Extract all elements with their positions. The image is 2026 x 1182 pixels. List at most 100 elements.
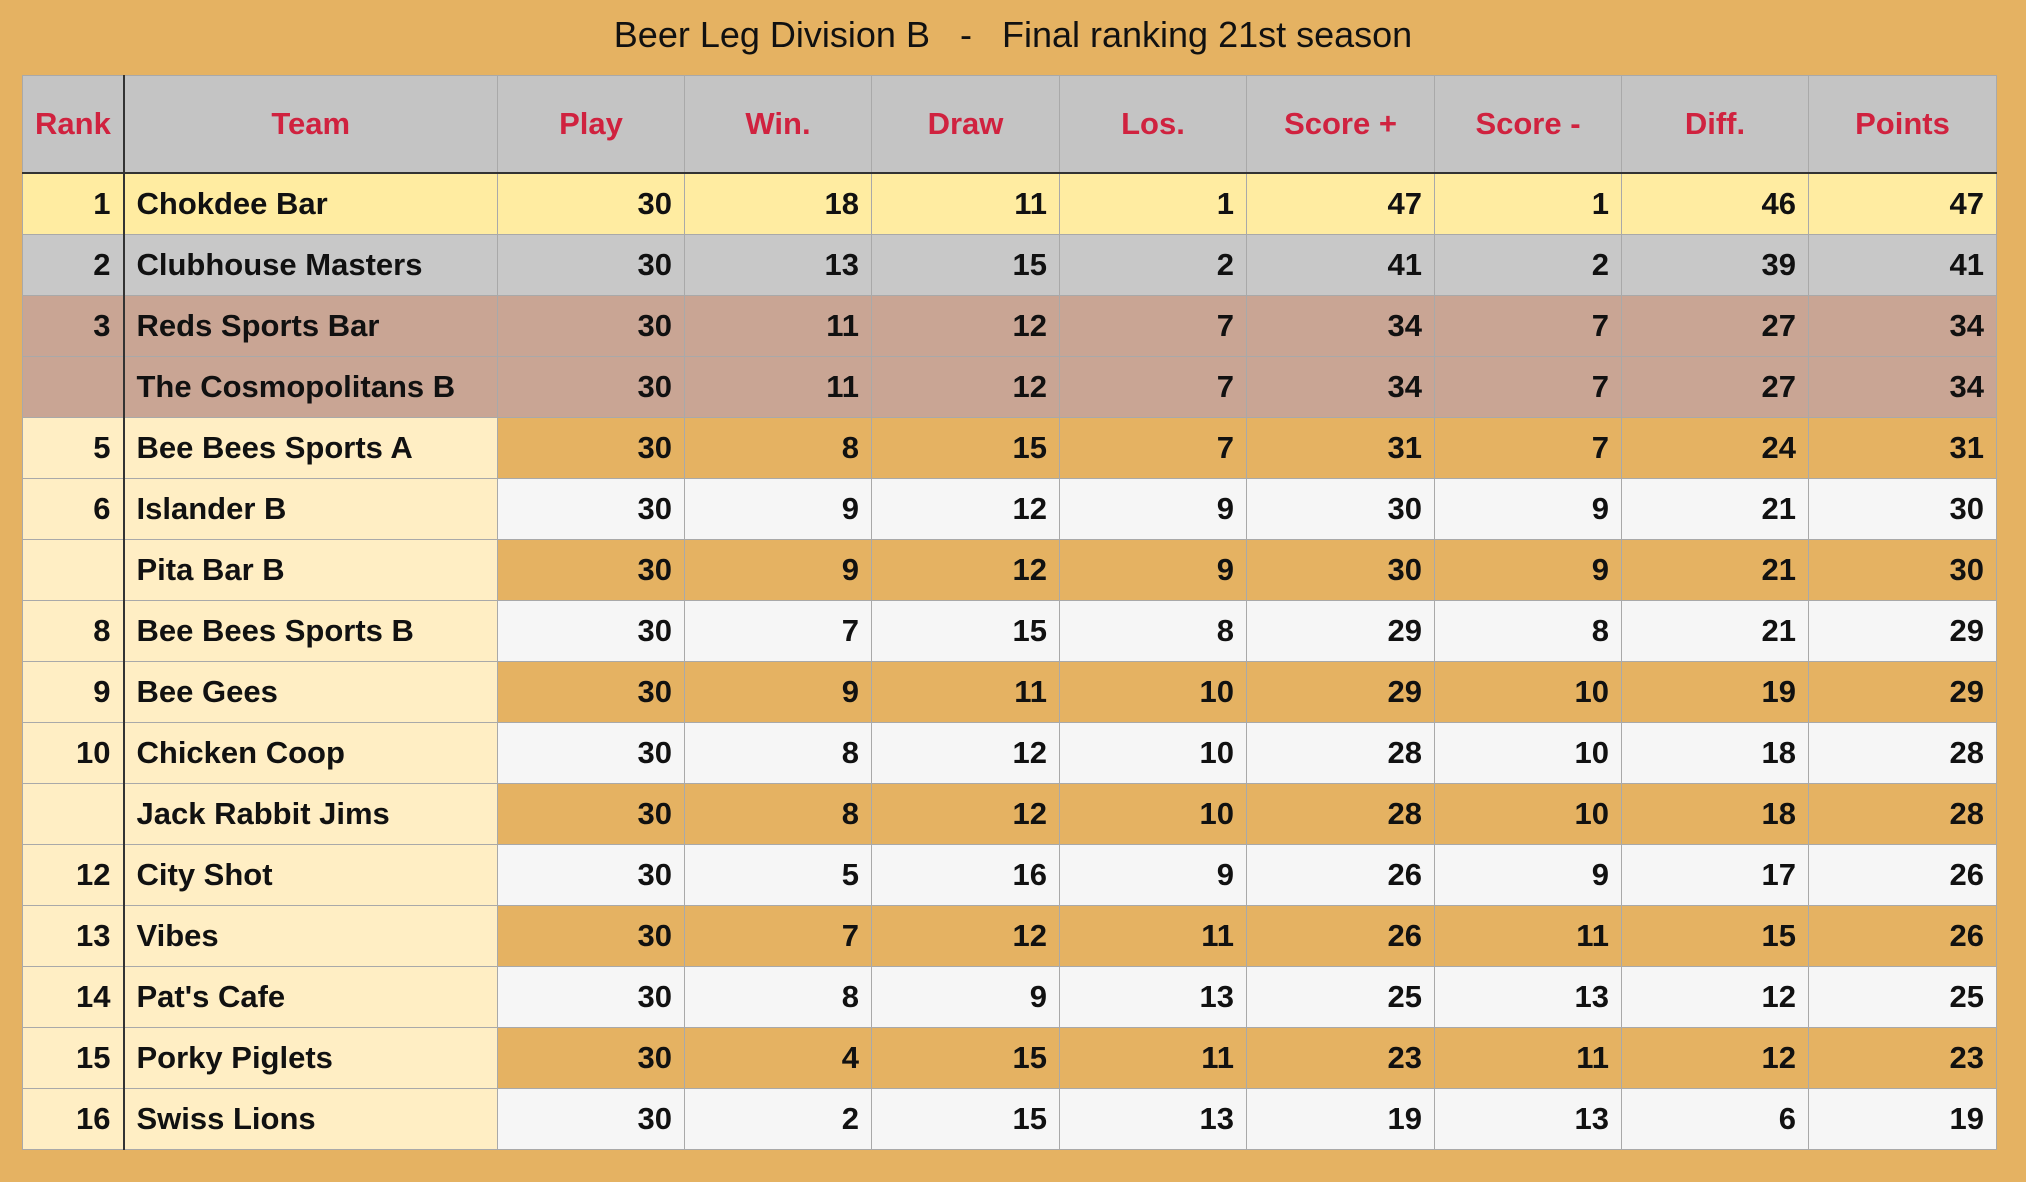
draw-cell: 15	[871, 234, 1060, 296]
score-minus-cell: 13	[1434, 1088, 1622, 1150]
rank-cell: 8	[22, 600, 125, 662]
score-plus-cell: 34	[1246, 295, 1435, 357]
column-header-win[interactable]: Win.	[684, 75, 872, 174]
team-cell: City Shot	[123, 844, 498, 906]
table-row: The Cosmopolitans B 30 11 12 7 34 7 27 34	[22, 356, 1997, 418]
points-cell: 23	[1808, 1027, 1997, 1089]
diff-cell: 18	[1621, 783, 1809, 845]
score-plus-cell: 29	[1246, 600, 1435, 662]
score-minus-cell: 7	[1434, 417, 1622, 479]
points-cell: 28	[1808, 722, 1997, 784]
points-cell: 25	[1808, 966, 1997, 1028]
los-cell: 9	[1059, 844, 1247, 906]
table-row: 14 Pat's Cafe 30 8 9 13 25 13 12 25	[22, 966, 1997, 1028]
draw-cell: 16	[871, 844, 1060, 906]
score-minus-cell: 7	[1434, 295, 1622, 357]
table-row: 9 Bee Gees 30 9 11 10 29 10 19 29	[22, 661, 1997, 723]
rank-cell: 13	[22, 905, 125, 967]
score-minus-cell: 8	[1434, 600, 1622, 662]
column-header-los[interactable]: Los.	[1059, 75, 1247, 174]
points-cell: 31	[1808, 417, 1997, 479]
column-header-draw[interactable]: Draw	[871, 75, 1060, 174]
table-row: Pita Bar B 30 9 12 9 30 9 21 30	[22, 539, 1997, 601]
table-row: 13 Vibes 30 7 12 11 26 11 15 26	[22, 905, 1997, 967]
play-cell: 30	[497, 539, 685, 601]
draw-cell: 12	[871, 722, 1060, 784]
table-row: 16 Swiss Lions 30 2 15 13 19 13 6 19	[22, 1088, 1997, 1150]
page-title: Beer Leg Division B - Final ranking 21st…	[613, 14, 1413, 55]
points-cell: 29	[1808, 661, 1997, 723]
score-minus-cell: 9	[1434, 844, 1622, 906]
column-header-rank[interactable]: Rank	[22, 75, 125, 174]
team-cell: Bee Bees Sports A	[123, 417, 498, 479]
win-cell: 18	[684, 172, 872, 235]
score-plus-cell: 25	[1246, 966, 1435, 1028]
points-cell: 30	[1808, 539, 1997, 601]
score-minus-cell: 13	[1434, 966, 1622, 1028]
score-plus-cell: 26	[1246, 905, 1435, 967]
points-cell: 26	[1808, 844, 1997, 906]
draw-cell: 12	[871, 295, 1060, 357]
column-header-team[interactable]: Team	[123, 75, 498, 174]
team-cell: Chicken Coop	[123, 722, 498, 784]
play-cell: 30	[497, 722, 685, 784]
rank-cell: 10	[22, 722, 125, 784]
draw-cell: 15	[871, 1088, 1060, 1150]
draw-cell: 12	[871, 905, 1060, 967]
column-header-score-plus[interactable]: Score +	[1246, 75, 1435, 174]
play-cell: 30	[497, 966, 685, 1028]
win-cell: 9	[684, 478, 872, 540]
win-cell: 11	[684, 356, 872, 418]
column-header-diff[interactable]: Diff.	[1621, 75, 1809, 174]
diff-cell: 27	[1621, 356, 1809, 418]
draw-cell: 12	[871, 356, 1060, 418]
rank-cell: 6	[22, 478, 125, 540]
win-cell: 8	[684, 783, 872, 845]
diff-cell: 12	[1621, 1027, 1809, 1089]
team-cell: Pat's Cafe	[123, 966, 498, 1028]
win-cell: 7	[684, 905, 872, 967]
score-plus-cell: 29	[1246, 661, 1435, 723]
diff-cell: 12	[1621, 966, 1809, 1028]
win-cell: 8	[684, 722, 872, 784]
win-cell: 2	[684, 1088, 872, 1150]
diff-cell: 6	[1621, 1088, 1809, 1150]
los-cell: 2	[1059, 234, 1247, 296]
team-cell: Vibes	[123, 905, 498, 967]
play-cell: 30	[497, 844, 685, 906]
team-cell: Chokdee Bar	[123, 172, 498, 235]
draw-cell: 15	[871, 417, 1060, 479]
los-cell: 10	[1059, 783, 1247, 845]
diff-cell: 21	[1621, 539, 1809, 601]
column-header-score-minus[interactable]: Score -	[1434, 75, 1622, 174]
diff-cell: 18	[1621, 722, 1809, 784]
table-row: Jack Rabbit Jims 30 8 12 10 28 10 18 28	[22, 783, 1997, 845]
score-plus-cell: 19	[1246, 1088, 1435, 1150]
table-row: 5 Bee Bees Sports A 30 8 15 7 31 7 24 31	[22, 417, 1997, 479]
draw-cell: 11	[871, 661, 1060, 723]
los-cell: 11	[1059, 1027, 1247, 1089]
score-minus-cell: 11	[1434, 1027, 1622, 1089]
rank-cell	[22, 783, 125, 845]
diff-cell: 21	[1621, 600, 1809, 662]
team-cell: Swiss Lions	[123, 1088, 498, 1150]
column-header-play[interactable]: Play	[497, 75, 685, 174]
score-plus-cell: 47	[1246, 172, 1435, 235]
points-cell: 26	[1808, 905, 1997, 967]
los-cell: 8	[1059, 600, 1247, 662]
draw-cell: 11	[871, 172, 1060, 235]
diff-cell: 24	[1621, 417, 1809, 479]
score-minus-cell: 2	[1434, 234, 1622, 296]
diff-cell: 19	[1621, 661, 1809, 723]
play-cell: 30	[497, 356, 685, 418]
score-plus-cell: 30	[1246, 539, 1435, 601]
column-header-points[interactable]: Points	[1808, 75, 1997, 174]
rank-cell: 14	[22, 966, 125, 1028]
team-cell: The Cosmopolitans B	[123, 356, 498, 418]
diff-cell: 15	[1621, 905, 1809, 967]
rank-cell: 5	[22, 417, 125, 479]
los-cell: 7	[1059, 295, 1247, 357]
los-cell: 13	[1059, 1088, 1247, 1150]
points-cell: 28	[1808, 783, 1997, 845]
rank-cell: 15	[22, 1027, 125, 1089]
